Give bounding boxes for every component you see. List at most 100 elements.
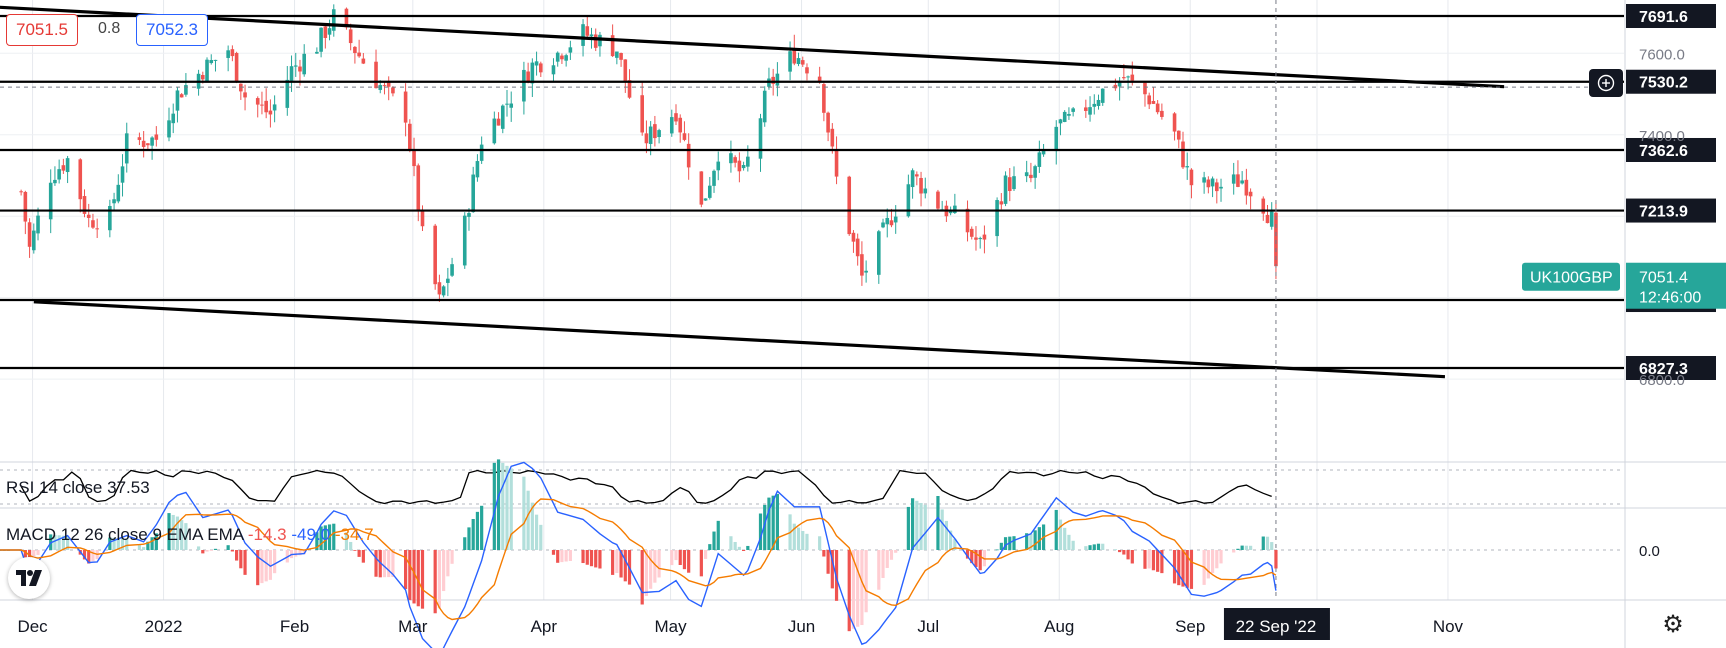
last-price-box (1626, 262, 1726, 309)
candle-body (1160, 110, 1164, 117)
candle-body (357, 52, 361, 57)
candle-body (95, 228, 99, 230)
price-axis[interactable]: 7691.67530.27362.67213.96994.26827.37600… (1522, 4, 1726, 560)
macd-histogram-bar (923, 504, 927, 550)
chart-grid (0, 0, 1624, 600)
plus-circle-icon (1597, 74, 1615, 92)
bid-price-box[interactable]: 7051.5 (6, 14, 78, 46)
candle-body (877, 231, 881, 275)
macd-histogram-bar (611, 550, 615, 575)
candle-body (201, 74, 205, 80)
macd-histogram-bar (108, 537, 112, 550)
macd-histogram-bar (737, 546, 741, 550)
macd-histogram-bar (1054, 509, 1058, 550)
candle-body (1088, 107, 1092, 115)
macd-histogram-bar (475, 511, 480, 550)
candle-body (615, 51, 619, 58)
macd-histogram-bar (112, 537, 116, 550)
macd-histogram-bar (480, 505, 484, 550)
tradingview-logo[interactable] (8, 557, 50, 599)
macd-histogram-bar (323, 525, 327, 550)
macd-histogram-bar (906, 506, 910, 550)
macd-histogram-bar (1037, 527, 1041, 550)
candle-body (978, 238, 982, 240)
macd-histogram-bar (856, 550, 860, 627)
macd-histogram-bar (268, 550, 272, 580)
macd-histogram-bar (298, 550, 302, 556)
candle-body (19, 191, 23, 193)
candle-body (32, 230, 36, 251)
macd-histogram-bar (1240, 545, 1244, 550)
candle-body (1151, 101, 1156, 104)
candle-body (509, 103, 514, 108)
macd-histogram-bar (801, 530, 805, 550)
candle-body (1181, 141, 1185, 168)
candle-body (847, 176, 852, 235)
candle-body (1236, 174, 1240, 187)
macd-histogram-bar (530, 502, 534, 550)
candle-body (1189, 169, 1194, 186)
candle-body (889, 220, 894, 226)
macd-histogram-bar (205, 550, 209, 552)
last-price: 7051.4 (1639, 270, 1688, 287)
candle-body (255, 98, 260, 105)
macd-histogram-bar (653, 550, 657, 583)
time-axis[interactable]: Dec2022FebMarAprMayJunJulAugSepNovt22 Se… (17, 608, 1464, 640)
candle-body (585, 26, 590, 36)
candle-body (403, 91, 408, 123)
time-tick: Jun (788, 617, 815, 636)
level-label-box (1626, 69, 1716, 94)
price-levels (0, 14, 1624, 370)
macd-histogram-bar (742, 550, 746, 551)
rsi-line (20, 469, 1272, 505)
macd-histogram-bar (1236, 548, 1240, 550)
settings-gear-icon[interactable]: ⚙ (1662, 611, 1684, 638)
candle-body (644, 133, 649, 144)
candle-body (1130, 74, 1135, 81)
time-tick: Sep (1175, 617, 1205, 636)
candle-body (674, 113, 678, 122)
candle-body (1185, 166, 1190, 168)
macd-histogram-bar (758, 513, 763, 550)
candle-body (120, 166, 125, 183)
candle-body (1033, 166, 1037, 178)
pane-legends: RSI 14 close 37.53 MACD 12 26 close 9 EMA… (6, 478, 374, 544)
trendlines (0, 5, 1505, 379)
candle-body (885, 217, 890, 225)
ask-price-box[interactable]: 7052.3 (136, 14, 208, 46)
candle-body (830, 128, 835, 147)
candle-body (82, 196, 87, 214)
macd-histogram-bar (615, 550, 619, 574)
macd-histogram-bar (209, 550, 213, 551)
macd-histogram-bar (1215, 550, 1219, 569)
macd-histogram-bar (467, 527, 471, 550)
macd-histogram-bar (1126, 550, 1130, 560)
macd-histogram-bar (564, 550, 568, 562)
time-tick: Aug (1044, 617, 1074, 636)
macd-histogram-bar (716, 520, 720, 550)
macd-histogram-bar (678, 550, 682, 565)
macd-histogram-bar (1177, 550, 1181, 586)
macd-histogram-bar (344, 532, 349, 550)
macd-histogram-bar (87, 550, 91, 564)
macd-histogram-bar (433, 550, 437, 614)
candle-body (678, 117, 683, 133)
macd-histogram-bar (796, 527, 801, 550)
macd-histogram-bar (374, 550, 378, 577)
candle-body (560, 55, 564, 60)
macd-zero-label: 0.0 (1639, 543, 1660, 560)
crosshair-date-box (1223, 608, 1330, 640)
macd-histogram-bar (729, 536, 733, 550)
candle-body (729, 153, 733, 164)
candle-body (65, 158, 70, 173)
price-tick: 7400.0 (1639, 128, 1685, 145)
macd-histogram-bar (1172, 550, 1177, 584)
macd-histogram-bar (378, 550, 382, 578)
macd-histogram-bar (496, 459, 501, 550)
candle-body (1037, 152, 1042, 167)
candle-body (1012, 176, 1016, 190)
candle-body (800, 60, 805, 65)
candle-body (505, 103, 509, 105)
symbol-tag-box (1522, 262, 1620, 291)
